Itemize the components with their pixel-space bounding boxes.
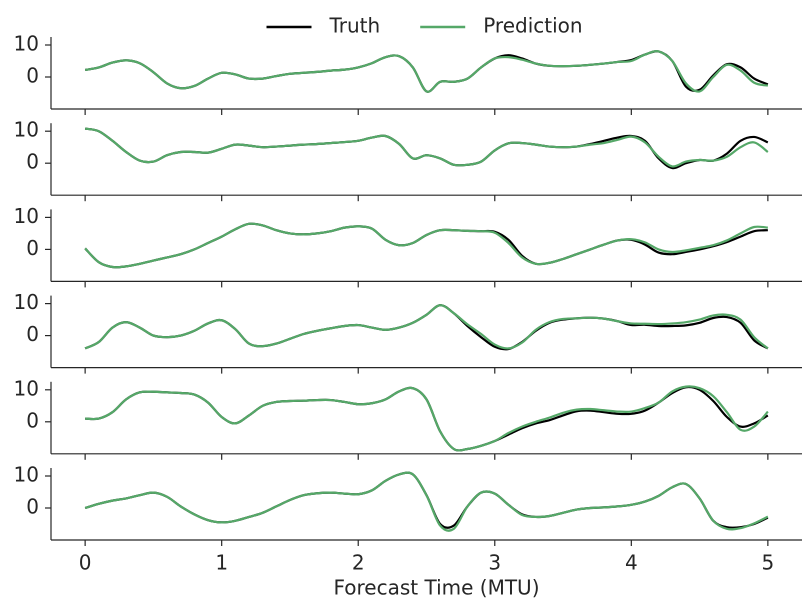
series-line: [84, 471, 769, 529]
y-tick-label: 0: [26, 495, 39, 519]
legend-label: Truth: [329, 14, 381, 38]
y-tick-label: 10: [14, 463, 39, 487]
y-tick-label: 10: [14, 32, 39, 56]
series-line: [84, 304, 769, 351]
x-tick-label: 2: [352, 551, 365, 575]
series-line: [84, 471, 769, 532]
y-tick-label: 10: [14, 204, 39, 228]
x-tick-label: 4: [625, 551, 638, 575]
series-line: [85, 385, 769, 452]
y-tick-label: 10: [14, 290, 39, 314]
legend-label: Prediction: [483, 14, 582, 38]
y-tick-label: 0: [26, 322, 39, 346]
series-line: [84, 222, 768, 269]
y-tick-label: 0: [26, 236, 39, 260]
y-tick-label: 0: [26, 408, 39, 432]
y-tick-label: 0: [26, 64, 39, 88]
x-tick-label: 1: [215, 551, 228, 575]
series-line: [84, 222, 768, 269]
series-line: [84, 50, 769, 93]
y-tick-label: 10: [14, 376, 39, 400]
x-axis-label: Forecast Time (MTU): [333, 576, 539, 600]
series-line: [84, 50, 769, 93]
x-tick-label: 0: [79, 551, 92, 575]
y-tick-label: 10: [14, 118, 39, 142]
x-tick-label: 5: [761, 551, 774, 575]
series-line: [84, 127, 769, 168]
y-tick-label: 0: [26, 150, 39, 174]
x-tick-label: 3: [488, 551, 501, 575]
series-line: [84, 304, 769, 350]
